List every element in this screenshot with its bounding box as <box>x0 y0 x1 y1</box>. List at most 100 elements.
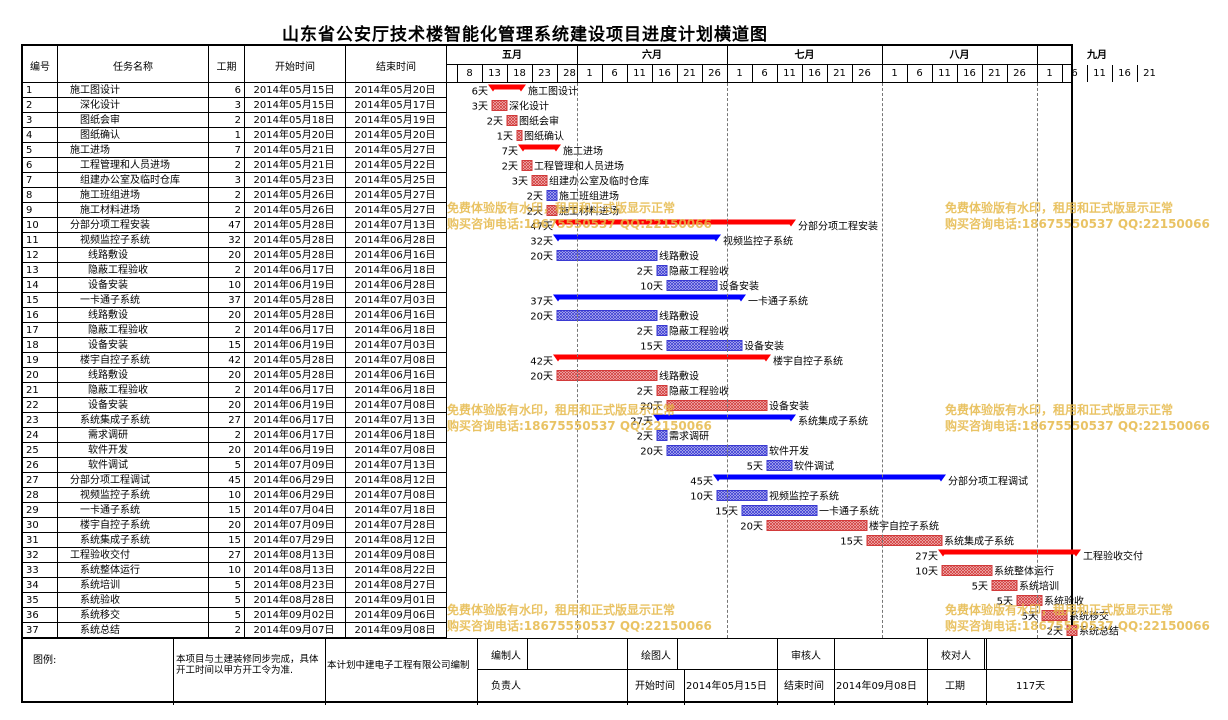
task-end: 2014年06月18日 <box>354 325 436 336</box>
row-divider <box>23 352 447 353</box>
task-bar <box>766 460 793 471</box>
footer-note: 本项目与土建装修同步完成，具体开工时间以甲方开工令为准. <box>176 654 319 676</box>
task-start: 2014年06月19日 <box>253 445 335 456</box>
task-start: 2014年05月20日 <box>253 130 335 141</box>
task-bar <box>521 160 533 171</box>
task-number: 29 <box>26 505 39 516</box>
gantt-bar: 20天 软件开发 <box>640 445 809 458</box>
task-start: 2014年07月09日 <box>253 520 335 531</box>
task-name: 系统集成子系统 <box>80 415 150 426</box>
summary-bar <box>557 294 742 300</box>
gantt-bar: 2天 系统总结 <box>1047 625 1119 638</box>
task-number: 4 <box>26 130 33 141</box>
task-number: 37 <box>26 625 39 636</box>
gantt-bar: 5天 系统验收 <box>997 595 1084 608</box>
gantt-bar: 6天 施工图设计 <box>472 84 578 98</box>
gantt-bar: 15天 系统集成子系统 <box>840 535 1014 548</box>
bar-duration-label: 2天 <box>637 432 653 443</box>
bar-duration-label: 5天 <box>747 462 763 473</box>
header-name: 任务名称 <box>113 62 153 73</box>
task-end: 2014年06月16日 <box>354 370 436 381</box>
task-number: 13 <box>26 265 39 276</box>
task-number: 31 <box>26 535 39 546</box>
bar-duration-label: 10天 <box>915 567 938 578</box>
row-divider <box>23 382 447 383</box>
day-tick <box>1137 65 1138 82</box>
task-name: 深化设计 <box>80 100 120 111</box>
task-end: 2014年05月20日 <box>354 130 436 141</box>
task-end: 2014年07月13日 <box>354 460 436 471</box>
task-number: 12 <box>26 250 39 261</box>
task-duration: 15 <box>228 535 241 546</box>
day-tick-label: 21 <box>1143 68 1156 79</box>
task-name: 图纸会审 <box>80 115 120 126</box>
task-bar <box>991 580 1018 591</box>
gantt-bar: 2天 隐蔽工程验收 <box>637 385 729 398</box>
day-tick-label: 8 <box>466 68 473 79</box>
task-duration: 5 <box>234 580 241 591</box>
summary-end-cap <box>936 474 946 482</box>
bar-task-label: 施工材料进场 <box>559 205 619 218</box>
row-divider <box>23 172 447 173</box>
task-duration: 10 <box>228 490 241 501</box>
task-name: 楼宇自控子系统 <box>80 355 150 366</box>
task-name: 工程验收交付 <box>70 550 130 561</box>
task-end: 2014年05月20日 <box>354 85 436 96</box>
day-tick <box>1062 65 1063 82</box>
task-end: 2014年06月16日 <box>354 250 436 261</box>
task-number: 15 <box>26 295 39 306</box>
task-number: 19 <box>26 355 39 366</box>
summary-end-cap <box>786 219 796 227</box>
task-end: 2014年07月08日 <box>354 490 436 501</box>
task-bar <box>556 370 658 381</box>
summary-end-cap <box>761 354 771 362</box>
row-divider <box>23 127 447 128</box>
bar-duration-label: 5天 <box>997 597 1013 608</box>
task-end: 2014年08月27日 <box>354 580 436 591</box>
task-duration: 10 <box>228 280 241 291</box>
task-start: 2014年05月28日 <box>253 295 335 306</box>
task-duration: 27 <box>228 550 241 561</box>
task-bar <box>1066 625 1078 636</box>
header-start: 开始时间 <box>275 62 315 73</box>
row-divider <box>23 577 447 578</box>
task-duration: 2 <box>234 430 241 441</box>
day-tick <box>802 65 803 82</box>
day-tick-label: 11 <box>633 68 646 79</box>
day-tick-label: 16 <box>963 68 976 79</box>
task-duration: 20 <box>228 250 241 261</box>
watermark-line: 购买咨询电话:18675550537 QQ:22150066 <box>945 419 1210 433</box>
task-bar <box>666 340 743 351</box>
bar-task-label: 分部分项工程安装 <box>798 220 878 233</box>
task-number: 1 <box>26 85 33 96</box>
task-start: 2014年06月17日 <box>253 325 335 336</box>
footer-divider <box>477 638 478 705</box>
task-name: 系统整体运行 <box>80 565 140 576</box>
chart-title: 山东省公安厅技术楼智能化管理系统建设项目进度计划横道图 <box>282 25 768 45</box>
task-number: 18 <box>26 340 39 351</box>
task-end: 2014年05月17日 <box>354 100 436 111</box>
watermark-line: 免费体验版有水印，租用和正式版显示正常 <box>945 403 1174 417</box>
task-start: 2014年06月29日 <box>253 490 335 501</box>
task-number: 25 <box>26 445 39 456</box>
row-divider <box>23 337 447 338</box>
task-number: 34 <box>26 580 39 591</box>
watermark-text: 免费体验版有水印，租用和正式版显示正常 购买咨询电话:18675550537 QQ… <box>945 200 1210 232</box>
bar-task-label: 分部分项工程调试 <box>948 475 1028 488</box>
task-name: 隐蔽工程验收 <box>88 265 148 276</box>
column-divider <box>244 46 245 638</box>
task-number: 5 <box>26 145 33 156</box>
summary-start-cap <box>553 294 563 302</box>
bar-duration-label: 2天 <box>527 207 543 218</box>
task-start: 2014年05月23日 <box>253 175 335 186</box>
task-start: 2014年06月19日 <box>253 280 335 291</box>
task-name: 线路敷设 <box>88 370 128 381</box>
day-tick <box>602 65 603 82</box>
task-bar <box>546 190 558 201</box>
row-divider <box>23 457 447 458</box>
gantt-bar: 20天 线路敷设 <box>530 310 699 323</box>
day-tick <box>777 65 778 82</box>
bar-duration-label: 3天 <box>512 177 528 188</box>
task-number: 20 <box>26 370 39 381</box>
task-duration: 45 <box>228 475 241 486</box>
